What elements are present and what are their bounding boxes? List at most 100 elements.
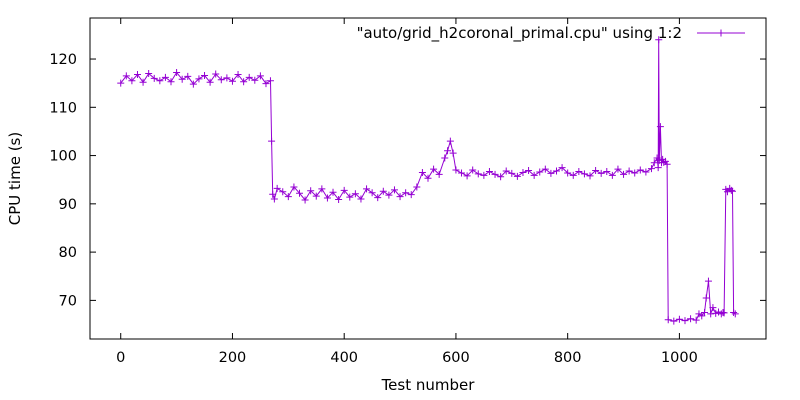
data-point	[266, 77, 274, 85]
data-point	[368, 189, 376, 197]
data-point	[441, 154, 449, 162]
data-point	[301, 196, 309, 204]
data-point	[731, 310, 739, 318]
data-point	[363, 185, 371, 193]
data-point	[530, 171, 538, 179]
legend-plus-marker	[717, 29, 725, 37]
data-point	[256, 72, 264, 80]
data-point	[675, 315, 683, 323]
data-point	[497, 173, 505, 181]
data-point	[664, 316, 672, 324]
data-point	[335, 195, 343, 203]
data-point	[552, 167, 560, 175]
data-point	[430, 165, 438, 173]
legend: "auto/grid_h2coronal_primal.cpu" using 1…	[357, 24, 745, 43]
data-point	[681, 317, 689, 325]
data-point	[424, 174, 432, 182]
data-point	[519, 168, 527, 176]
data-point	[340, 186, 348, 194]
data-point	[228, 77, 236, 85]
data-point	[485, 168, 493, 176]
data-point	[474, 170, 482, 178]
data-point	[240, 78, 248, 86]
data-point	[642, 168, 650, 176]
data-point	[357, 195, 365, 203]
data-point	[463, 172, 471, 180]
data-point	[647, 165, 655, 173]
data-point	[631, 169, 639, 177]
data-point	[251, 76, 259, 84]
y-tick-label: 100	[49, 149, 77, 165]
x-tick-label: 200	[219, 350, 247, 366]
data-point	[184, 72, 192, 80]
data-point	[161, 73, 169, 81]
data-point	[122, 72, 130, 80]
data-point	[212, 70, 220, 78]
series-layer	[117, 36, 739, 325]
data-point	[167, 78, 175, 86]
data-point	[329, 188, 337, 196]
data-point	[513, 172, 521, 180]
data-point	[379, 187, 387, 195]
data-point	[374, 194, 382, 202]
data-point	[262, 80, 270, 88]
data-point	[730, 308, 738, 316]
data-point	[597, 169, 605, 177]
data-point	[296, 189, 304, 197]
data-point	[268, 137, 276, 145]
y-tick-label: 70	[59, 293, 77, 309]
data-point	[525, 167, 533, 175]
x-tick-label: 600	[442, 350, 470, 366]
data-point	[614, 165, 622, 173]
data-point	[480, 171, 488, 179]
data-point	[444, 147, 452, 155]
data-point	[279, 188, 287, 196]
data-point	[558, 164, 566, 172]
data-point	[435, 170, 443, 178]
data-point	[318, 185, 326, 193]
data-point	[727, 186, 735, 194]
data-point	[449, 149, 457, 157]
data-point	[728, 187, 736, 195]
data-point	[396, 193, 404, 201]
data-point	[206, 78, 214, 86]
data-point	[128, 77, 136, 85]
data-point	[273, 184, 281, 192]
data-point	[217, 76, 225, 84]
data-point	[636, 166, 644, 174]
data-point	[178, 75, 186, 83]
data-point	[508, 169, 516, 177]
data-point	[569, 171, 577, 179]
data-point	[661, 157, 669, 165]
data-point	[663, 160, 671, 168]
data-point	[692, 316, 700, 324]
data-point	[603, 168, 611, 176]
data-point	[201, 71, 209, 79]
data-point	[173, 69, 181, 77]
x-axis-label: Test number	[381, 376, 476, 394]
data-point	[655, 36, 663, 44]
data-point	[541, 165, 549, 173]
y-tick-label: 90	[59, 197, 77, 213]
data-point	[234, 70, 242, 78]
data-point	[586, 172, 594, 180]
data-point	[687, 315, 695, 323]
data-point	[269, 190, 277, 198]
data-point	[312, 192, 320, 200]
x-tick-label: 400	[330, 350, 358, 366]
data-point	[195, 75, 203, 83]
data-point	[709, 304, 717, 312]
data-point	[189, 80, 197, 88]
data-point	[491, 170, 499, 178]
data-point	[418, 168, 426, 176]
data-point	[469, 166, 477, 174]
data-point	[351, 190, 359, 198]
plot-frame	[89, 17, 767, 340]
data-point	[133, 70, 141, 78]
data-point	[413, 183, 421, 191]
data-point	[704, 277, 712, 285]
data-point	[245, 73, 253, 81]
data-point	[385, 191, 393, 199]
data-point	[284, 193, 292, 201]
